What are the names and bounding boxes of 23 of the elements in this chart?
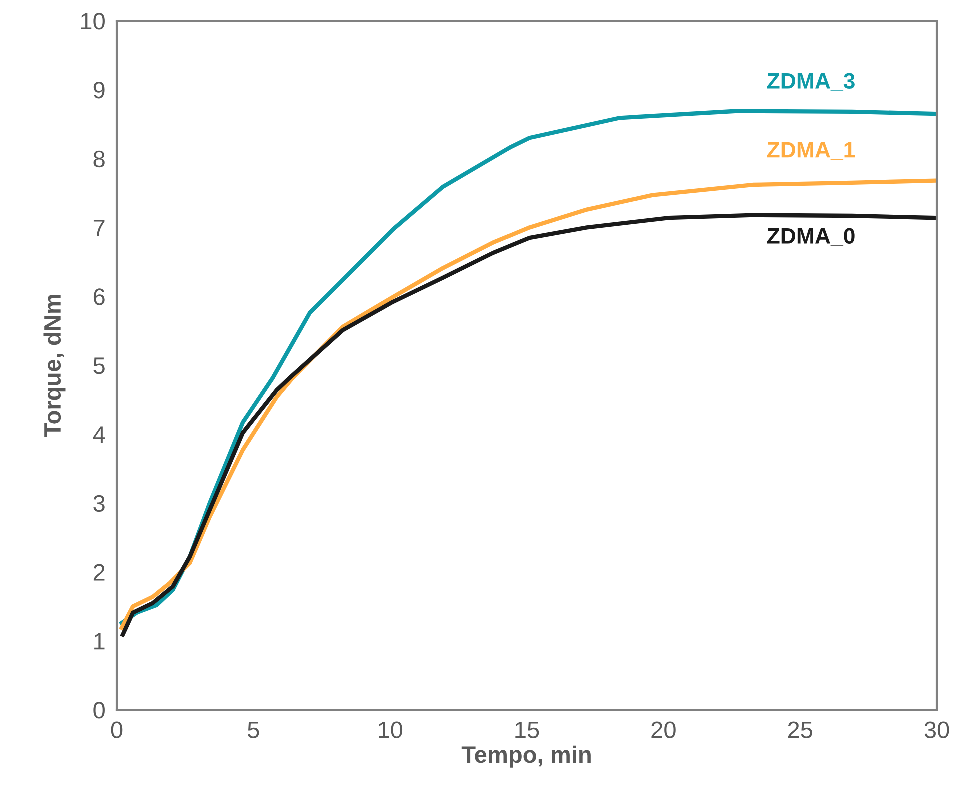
x-tick-label: 5 [248,722,260,738]
y-tick-label: 7 [94,220,105,236]
y-tick-label: 6 [94,288,105,306]
y-tick-label: 9 [94,82,105,99]
x-tick-label: 15 [516,722,540,738]
x-tick-label: 25 [788,722,812,738]
y-axis-title: Torque, dNm [44,295,66,438]
x-tick-label: 0 [111,722,123,738]
x-tick-label: 20 [652,722,676,738]
y-tick-label: 5 [94,358,105,374]
x-axis-title: Tempo, min [462,746,591,768]
x-tick-label: 30 [924,722,950,738]
series-label: ZDMA_1 [767,142,856,160]
y-tick-label: 0 [94,702,105,719]
x-tick-label: 10 [379,722,403,738]
y-tick-label: 1 [94,633,105,650]
y-tick-label: 4 [93,426,106,443]
y-tick-label: 3 [94,495,105,512]
series-label: ZDMA_0 [767,228,855,246]
y-tick-label: 8 [94,150,105,168]
y-tick-label: 10 [81,13,105,30]
y-tick-label: 2 [94,564,105,581]
series-label: ZDMA_3 [767,73,855,92]
